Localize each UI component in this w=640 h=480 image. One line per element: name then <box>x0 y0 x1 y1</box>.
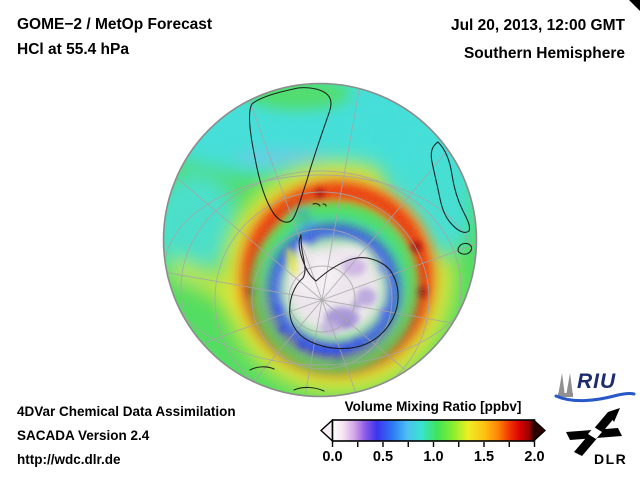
graticule <box>163 83 477 397</box>
colorbar-title: Volume Mixing Ratio [ppbv] <box>344 399 522 414</box>
riu-logo-text: RIU <box>577 370 617 393</box>
cathedral-icon <box>558 373 573 397</box>
credits-block: 4DVar Chemical Data Assimilation SACADA … <box>17 400 236 472</box>
colorbar-tick-labels: 0.0 0.5 1.0 1.5 2.0 <box>320 449 546 467</box>
credit-url: http://wdc.dlr.de <box>17 452 121 467</box>
coastlines <box>248 87 473 392</box>
colorbar-right-arrow <box>532 419 546 443</box>
colorbar <box>320 419 546 447</box>
coast-antarctica <box>289 234 399 350</box>
tick-label-3: 1.5 <box>473 449 495 465</box>
title-line-2: HCl at 55.4 hPa <box>17 41 129 58</box>
globe-limb <box>162 82 478 398</box>
plot-title-block: GOME−2 / MetOp Forecast HCl at 55.4 hPa <box>17 12 212 62</box>
credit-line-1: 4DVar Chemical Data Assimilation <box>17 404 236 419</box>
dlr-logo-mark <box>566 408 622 456</box>
coast-falklands <box>312 203 327 207</box>
corner-mark <box>629 0 640 11</box>
dlr-logo-text: DLR <box>594 451 628 467</box>
plot-datetime-block: Jul 20, 2013, 12:00 GMT Southern Hemisph… <box>451 12 625 68</box>
coast-australia <box>430 141 471 233</box>
colorbar-gradient-bar <box>331 419 536 442</box>
credit-line-2: SACADA Version 2.4 <box>17 428 150 443</box>
river-swoosh-icon <box>554 392 636 403</box>
tick-label-4: 2.0 <box>524 449 545 465</box>
riu-logo-graphic <box>554 373 636 403</box>
riu-logo: RIU <box>554 369 636 405</box>
dlr-logo: DLR <box>562 406 640 472</box>
colorbar-minor-ticks <box>331 442 536 447</box>
tick-label-0: 0.0 <box>322 449 343 465</box>
tick-label-1: 0.5 <box>372 449 394 465</box>
title-line-1: GOME−2 / MetOp Forecast <box>17 16 213 33</box>
region-label: Southern Hemisphere <box>463 45 625 62</box>
colorbar-left-arrow <box>320 419 334 443</box>
coast-tasmania <box>457 242 473 255</box>
heatmap-field <box>163 83 477 397</box>
tick-label-2: 1.0 <box>423 449 444 465</box>
coast-south-america <box>248 87 332 223</box>
datetime-label: Jul 20, 2013, 12:00 GMT <box>450 17 625 34</box>
